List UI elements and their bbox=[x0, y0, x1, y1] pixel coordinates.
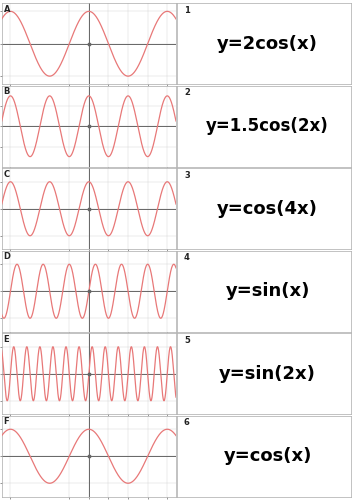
Text: A: A bbox=[4, 5, 10, 14]
Text: y=sin(x): y=sin(x) bbox=[226, 282, 310, 300]
Text: y=sin(2x): y=sin(2x) bbox=[219, 365, 316, 383]
Text: B: B bbox=[4, 88, 10, 96]
Text: y=2cos(x): y=2cos(x) bbox=[217, 35, 318, 53]
Text: y=1.5cos(2x): y=1.5cos(2x) bbox=[206, 117, 329, 135]
Text: 5: 5 bbox=[184, 336, 190, 344]
Text: D: D bbox=[4, 252, 11, 262]
Text: y=cos(x): y=cos(x) bbox=[223, 447, 312, 465]
Text: y=cos(4x): y=cos(4x) bbox=[217, 200, 318, 218]
Text: 4: 4 bbox=[184, 253, 190, 262]
Text: 6: 6 bbox=[184, 418, 190, 427]
Text: C: C bbox=[4, 170, 10, 179]
Text: 2: 2 bbox=[184, 88, 190, 97]
Text: 3: 3 bbox=[184, 170, 190, 179]
Text: 1: 1 bbox=[184, 6, 190, 15]
Text: E: E bbox=[4, 335, 9, 344]
Text: F: F bbox=[4, 418, 9, 426]
